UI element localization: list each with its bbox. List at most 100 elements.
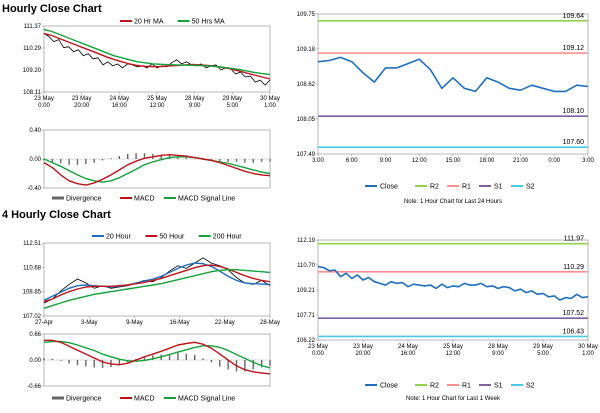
hourly-price-xtick-label: 28 May: [185, 96, 205, 102]
four-hourly-macd-chart: 0.66 0.00 -0.66 Divergence MACD MACD Signal L…: [27, 332, 271, 403]
hourly-macd-series-macd: [43, 153, 271, 186]
hourly-price-xtick-label: 16:00: [112, 103, 128, 109]
hourly-price-xtick-label: 29 May: [222, 96, 242, 102]
hourly-price-legend-label: 50 Hrs MA: [192, 19, 225, 26]
hourly-price-xtick-label: 30 May: [260, 96, 280, 102]
four-hourly-levels-legend-label: R2: [430, 383, 439, 390]
four-hourly-levels-xtick-label: 9:00: [492, 351, 504, 357]
four-hourly-macd-series-macd: [44, 339, 271, 375]
hourly-price-xtick-label: 9:00: [189, 103, 201, 109]
four-hourly-levels-series-close: [317, 265, 589, 301]
hourly-macd-ytick-label: 0.40: [29, 128, 41, 134]
four-hourly-price-xtick-label: 16-May: [170, 320, 190, 326]
four-hourly-levels-xtick-label: 16:00: [400, 351, 416, 357]
hourly-levels-frame: [317, 13, 589, 155]
hourly-price-xtick-label: 1:00: [264, 103, 276, 109]
hourly-macd-series-signal: [43, 156, 271, 183]
hourly-price-ytick-label: 111.37: [24, 24, 42, 30]
hourly-price-xtick-label: 24 May: [109, 96, 129, 102]
four-hourly-levels-xtick-label: 23 May: [308, 344, 328, 350]
four-hourly-levels-legend-label: S1: [494, 383, 503, 390]
hourly-levels-level-label-r2: 109.64: [563, 13, 585, 20]
four-hourly-levels-xtick-label: 23 May: [353, 344, 373, 350]
hourly-price-xtick-label: 5:00: [226, 103, 238, 109]
hourly-levels-xtick-label: 15:00: [445, 158, 461, 164]
four-hourly-levels-chart: 112.19 110.70 109.21 107.71 106.22 111.97 110.…: [297, 236, 598, 402]
hourly-levels-legend-label: S2: [526, 184, 535, 191]
four-hourly-price-xtick-label: 28-May: [260, 320, 280, 326]
hourly-levels-series-close: [317, 56, 589, 93]
four-hourly-price-ytick-label: 107.02: [23, 314, 42, 320]
hourly-levels-legend-label: S1: [494, 184, 503, 191]
four-hourly-levels-xtick-label: 0:00: [312, 351, 324, 357]
hourly-levels-level-label-s2: 107.60: [563, 139, 585, 146]
hourly-levels-xtick-label: 21:00: [513, 158, 529, 164]
hourly-price-xtick-label: 23 May: [72, 96, 92, 102]
hourly-section-title: Hourly Close Chart: [2, 3, 102, 15]
four-hourly-levels-xtick-label: 24 May: [398, 344, 418, 350]
four-hourly-levels-ytick-label: 109.21: [297, 288, 316, 294]
hourly-price-ytick-label: 109.20: [23, 68, 42, 74]
hourly-levels-ytick-label: 109.75: [297, 12, 316, 18]
four-hourly-price-legend-label: 50 Hour: [159, 234, 185, 241]
four-hourly-macd-ytick-label: -0.66: [27, 384, 41, 390]
hourly-levels-level-label-r1: 109.12: [563, 45, 585, 52]
four-hourly-price-ytick-label: 112.51: [23, 241, 42, 247]
hourly-price-series-price: [43, 33, 271, 86]
four-hourly-macd-legend-label: MACD Signal Line: [178, 396, 235, 403]
hourly-price-legend-label: 20 Hr MA: [134, 19, 164, 26]
four-hourly-price-frame: [43, 242, 271, 317]
four-hourly-levels-legend-label: S2: [526, 383, 535, 390]
four-hourly-levels-ytick-label: 112.19: [297, 238, 316, 244]
four-hourly-levels-level-label-r2: 111.97: [564, 236, 584, 243]
hourly-price-ytick-label: 110.29: [23, 46, 42, 52]
hourly-levels-level-label-s1: 108.10: [563, 108, 585, 115]
hourly-levels-xtick-label: 3:00: [582, 158, 594, 164]
hourly-levels-legend-label: R1: [462, 184, 471, 191]
four-hourly-levels-legend-label: Close: [380, 383, 398, 390]
four-hourly-levels-frame: [317, 239, 589, 341]
four-hourly-levels-ytick-label: 107.71: [297, 313, 316, 319]
four-hourly-levels-legend-label: R1: [462, 383, 471, 390]
four-hourly-price-xtick-label: 9-May: [126, 320, 143, 326]
hourly-price-frame: [43, 25, 271, 93]
four-hourly-levels-xtick-label: 25 May: [443, 344, 463, 350]
hourly-price-series-20-hr-ma: [43, 32, 271, 80]
hourly-levels-ytick-label: 108.62: [297, 82, 316, 88]
hourly-levels-xtick-label: 12:00: [412, 158, 428, 164]
hourly-macd-legend-label: MACD Signal Line: [178, 196, 235, 203]
four-hourly-levels-level-label-s2: 106.43: [563, 328, 585, 335]
four-hourly-levels-xtick-label: 12:00: [445, 351, 461, 357]
four-hourly-price-xtick-label: 3-May: [81, 320, 98, 326]
hourly-macd-chart: 0.40 0.00 -0.40 Divergence MACD MACD Signal L…: [27, 128, 271, 203]
four-hourly-levels-xtick-label: 28 May: [488, 344, 508, 350]
hourly-levels-legend-label: R2: [430, 184, 439, 191]
four-hourly-price-series-200-hour: [43, 269, 271, 309]
four-hourly-price-ytick-label: 108.85: [23, 290, 42, 296]
four-hourly-levels-level-label-s1: 107.52: [563, 310, 585, 317]
four-hourly-levels-level-label-r1: 110.29: [563, 264, 584, 271]
hourly-levels-xtick-label: 3:00: [312, 158, 324, 164]
hourly-levels-ytick-label: 107.49: [297, 152, 316, 158]
four-hourly-levels-xtick-label: 5:00: [537, 351, 549, 357]
four-hourly-macd-ytick-label: 0.66: [29, 332, 41, 338]
four-hourly-macd-legend-label: Divergence: [66, 396, 102, 403]
four-hourly-price-legend-label: 20 Hour: [106, 234, 132, 241]
four-hourly-levels-xtick-label: 30 May: [578, 344, 598, 350]
hourly-price-xtick-label: 25 May: [147, 96, 167, 102]
four-hourly-levels-note: Note: 1 Hour Chart for Last 1 Week: [406, 396, 501, 402]
four-hourly-macd-ytick-label: 0.00: [29, 358, 41, 364]
hourly-macd-ytick-label: -0.40: [27, 186, 41, 192]
four-hourly-macd-legend-label: MACD: [134, 396, 155, 403]
four-hourly-price-xtick-label: 22-May: [215, 320, 235, 326]
four-hourly-price-series-50-hour: [43, 264, 271, 303]
hourly-price-ytick-label: 108.11: [23, 90, 42, 96]
hourly-price-series-50-hrs-ma: [43, 28, 271, 76]
four-hourly-price-xtick-label: 27-Apr: [35, 320, 53, 326]
hourly-levels-xtick-label: 6:00: [346, 158, 358, 164]
hourly-levels-ytick-label: 108.05: [297, 117, 316, 123]
four-hourly-levels-xtick-label: 1:00: [582, 351, 594, 357]
